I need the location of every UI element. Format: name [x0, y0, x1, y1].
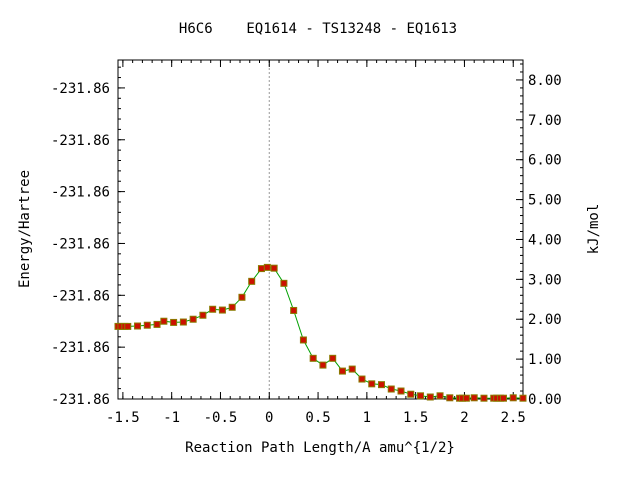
x-axis-label: Reaction Path Length/A amu^{1/2} — [185, 440, 455, 456]
y-left-tick-label: -231.86 — [51, 340, 110, 356]
data-point — [319, 361, 327, 369]
x-tick-label: -1 — [163, 410, 180, 426]
data-point — [124, 322, 132, 330]
data-point — [189, 315, 197, 323]
y-axis-left: -231.86 -231.86 -231.86 -231.86 -231.86 -231.… — [51, 66, 125, 408]
x-tick-label: 2.5 — [501, 410, 526, 426]
data-point — [519, 394, 527, 402]
data-point — [280, 279, 288, 287]
data-point — [407, 390, 415, 398]
data-point — [153, 320, 161, 328]
x-axis: -1.5 -1 -0.5 0 0.5 1 1.5 2 2.5 — [106, 60, 526, 426]
data-point — [480, 394, 488, 402]
y-right-tick-label: 4.00 — [528, 232, 562, 248]
x-tick-label: -1.5 — [106, 410, 140, 426]
data-point — [446, 394, 454, 402]
data-point — [218, 306, 226, 314]
data-point — [209, 305, 217, 313]
y-axis-right-label: kJ/mol — [586, 204, 602, 255]
y-left-tick-label: -231.86 — [51, 236, 110, 252]
data-point — [417, 392, 425, 400]
data-point — [143, 321, 151, 329]
data-point — [470, 394, 478, 402]
data-point — [270, 264, 278, 272]
data-point — [397, 387, 405, 395]
data-point — [248, 277, 256, 285]
x-tick-label: -0.5 — [204, 410, 238, 426]
data-point — [179, 318, 187, 326]
series-line — [118, 266, 524, 399]
x-tick-label: 2 — [460, 410, 468, 426]
data-point — [509, 394, 517, 402]
y-right-tick-label: 8.00 — [528, 73, 562, 89]
data-point — [338, 367, 346, 375]
x-tick-label: 1 — [363, 410, 371, 426]
y-right-tick-label: 5.00 — [528, 193, 562, 209]
data-point — [257, 265, 265, 273]
data-point — [436, 392, 444, 400]
y-left-tick-label: -231.86 — [51, 133, 110, 149]
y-right-tick-label: 7.00 — [528, 113, 562, 129]
data-point — [160, 317, 168, 325]
y-left-tick-label: -231.86 — [51, 288, 110, 304]
data-point — [368, 380, 376, 388]
data-point — [426, 393, 434, 401]
y-right-tick-label: 6.00 — [528, 153, 562, 169]
data-point — [134, 322, 142, 330]
chart-title: H6C6 EQ1614 - TS13248 - EQ1613 — [179, 21, 457, 37]
data-point — [348, 365, 356, 373]
y-right-tick-label: 2.00 — [528, 312, 562, 328]
plot-frame — [117, 59, 524, 400]
series-markers — [114, 263, 527, 402]
data-point — [309, 354, 317, 362]
y-left-tick-label: -231.86 — [51, 81, 110, 97]
y-axis-right: 0.00 1.00 2.00 3.00 4.00 5.00 6.00 7.00 8.00 — [516, 63, 562, 408]
data-point — [329, 354, 337, 362]
y-left-tick-label: -231.86 — [51, 185, 110, 201]
data-point — [170, 318, 178, 326]
y-left-tick-label: -231.86 — [51, 392, 110, 408]
data-point — [290, 306, 298, 314]
data-point — [462, 394, 470, 402]
data-point — [238, 293, 246, 301]
data-point — [358, 375, 366, 383]
data-point — [299, 336, 307, 344]
data-point — [387, 385, 395, 393]
y-right-tick-label: 0.00 — [528, 392, 562, 408]
x-tick-label: 1.5 — [403, 410, 428, 426]
data-point — [263, 263, 271, 271]
data-point — [499, 394, 507, 402]
y-axis-left-label: Energy/Hartree — [17, 170, 33, 288]
y-right-tick-label: 3.00 — [528, 272, 562, 288]
data-point — [377, 381, 385, 389]
data-point — [228, 303, 236, 311]
y-right-tick-label: 1.00 — [528, 352, 562, 368]
x-tick-label: 0 — [265, 410, 273, 426]
data-point — [199, 311, 207, 319]
x-tick-label: 0.5 — [305, 410, 330, 426]
